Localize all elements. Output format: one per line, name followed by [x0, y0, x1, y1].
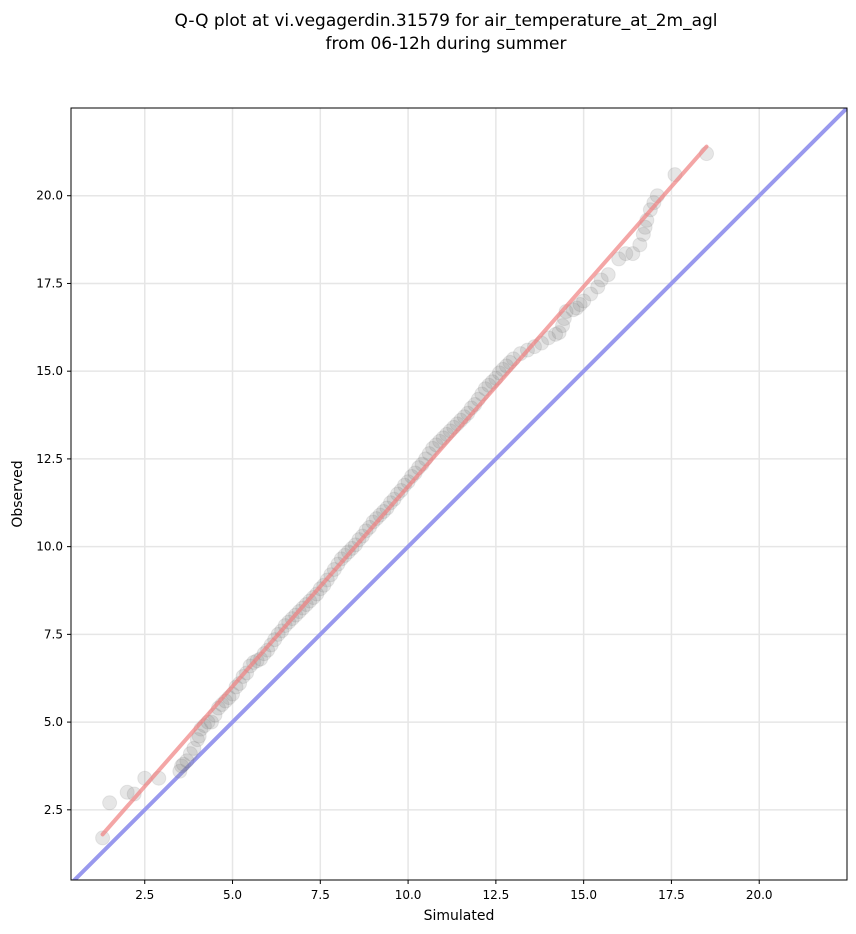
- data-point: [358, 523, 374, 539]
- data-point: [189, 732, 205, 748]
- x-ticks: 2.5 5.0 7.5 10.0 12.5 15.0 17.5 20.0: [135, 880, 773, 902]
- data-point: [625, 246, 641, 262]
- y-tick-label: 2.5: [44, 803, 63, 817]
- y-tick-label: 15.0: [36, 364, 63, 378]
- data-point: [551, 325, 567, 341]
- data-point: [260, 642, 276, 658]
- plot-area: [71, 108, 847, 880]
- y-ticks: 2.5 5.0 7.5 10.0 12.5 15.0 17.5 20.0: [36, 189, 71, 817]
- data-point: [541, 330, 557, 346]
- data-point: [191, 728, 207, 744]
- y-axis-label: Observed: [10, 460, 26, 527]
- data-point: [572, 297, 588, 313]
- y-tick-label: 7.5: [44, 627, 63, 641]
- x-tick-label: 17.5: [658, 888, 685, 902]
- data-point: [186, 740, 202, 756]
- x-tick-label: 5.0: [223, 888, 242, 902]
- data-point: [368, 511, 384, 527]
- y-tick-label: 20.0: [36, 189, 63, 203]
- data-point: [569, 300, 585, 316]
- data-point: [583, 286, 599, 302]
- data-point: [174, 758, 190, 774]
- y-tick-label: 12.5: [36, 452, 63, 466]
- data-point: [333, 551, 349, 567]
- identity-line: [71, 108, 847, 880]
- x-tick-label: 12.5: [483, 888, 510, 902]
- x-axis-label: Simulated: [424, 908, 495, 924]
- data-point: [309, 586, 325, 602]
- data-point: [203, 714, 219, 730]
- data-point: [175, 756, 191, 772]
- y-tick-label: 5.0: [44, 715, 63, 729]
- data-point: [590, 279, 606, 295]
- data-point: [632, 237, 648, 253]
- data-point: [102, 795, 118, 811]
- fit-line: [100, 144, 709, 837]
- grid: [71, 108, 847, 880]
- data-point: [182, 746, 198, 762]
- x-tick-label: 15.0: [570, 888, 597, 902]
- x-tick-label: 20.0: [746, 888, 773, 902]
- data-point: [635, 226, 651, 242]
- chart-subtitle: from 06-12h during summer: [326, 34, 567, 54]
- data-point: [611, 251, 627, 267]
- data-point: [95, 830, 111, 846]
- y-tick-label: 17.5: [36, 276, 63, 290]
- data-point: [548, 326, 564, 342]
- plot-frame: [70, 107, 848, 881]
- data-point: [646, 195, 662, 211]
- data-point: [555, 318, 571, 334]
- data-point: [179, 753, 195, 769]
- data-point: [576, 293, 592, 309]
- data-point: [565, 302, 581, 318]
- data-point: [383, 495, 399, 511]
- x-tick-label: 7.5: [311, 888, 330, 902]
- x-tick-label: 10.0: [395, 888, 422, 902]
- x-tick-label: 2.5: [135, 888, 154, 902]
- data-point: [618, 246, 634, 262]
- y-tick-label: 10.0: [36, 540, 63, 554]
- data-point: [593, 272, 609, 288]
- data-point: [172, 763, 188, 779]
- data-point: [600, 267, 616, 283]
- chart-title: Q-Q plot at vi.vegagerdin.31579 for air_…: [174, 11, 717, 31]
- data-point: [119, 784, 135, 800]
